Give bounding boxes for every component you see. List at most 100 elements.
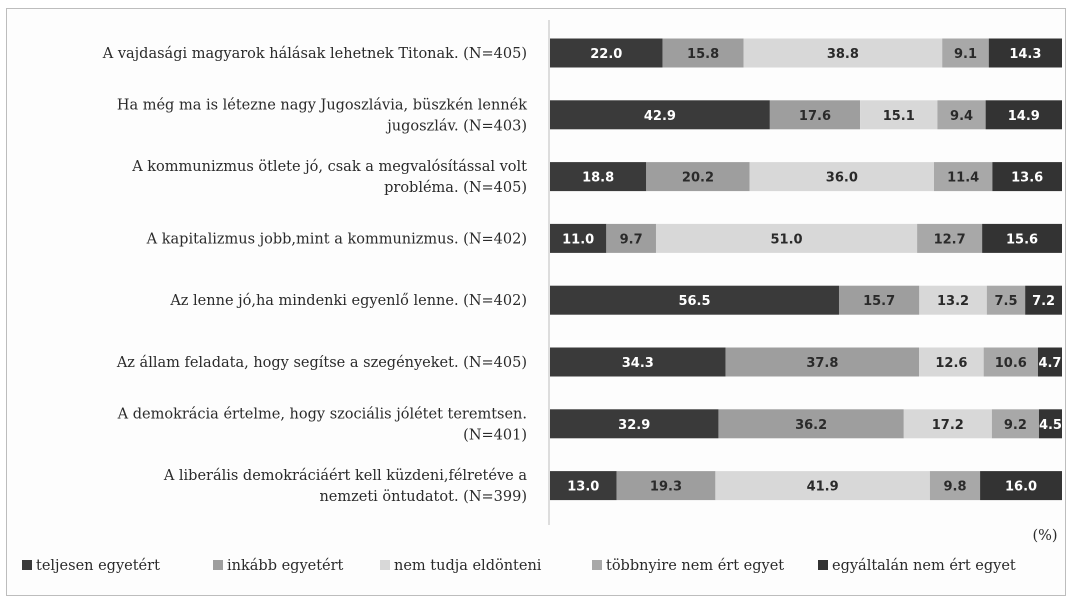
data-label: 13.6: [1011, 171, 1043, 186]
bar-segment: [919, 347, 984, 377]
data-label: 18.8: [582, 171, 614, 186]
category-label: jugoszláv. (N=403): [385, 118, 527, 134]
category-label: A kapitalizmus jobb,mint a kommunizmus. …: [146, 231, 527, 247]
data-label: 7.5: [994, 294, 1017, 309]
data-label: 20.2: [682, 171, 714, 186]
bar-segment: [606, 223, 656, 253]
data-label: 13.2: [937, 294, 969, 309]
legend-swatch: [213, 560, 223, 570]
data-label: 17.6: [799, 109, 831, 124]
category-label: probléma. (N=405): [384, 180, 527, 196]
data-label: 7.2: [1032, 294, 1055, 309]
data-label: 34.3: [622, 356, 654, 371]
bar-segment: [743, 38, 943, 68]
bar-segment: [1037, 347, 1062, 377]
data-label: 9.2: [1004, 418, 1027, 433]
bar-segment: [718, 409, 904, 439]
bar-segment: [991, 409, 1039, 439]
legend-swatch: [592, 560, 602, 570]
data-label: 15.8: [687, 47, 719, 62]
legend-swatch: [380, 560, 390, 570]
legend-swatch: [22, 560, 32, 570]
data-label: 36.2: [795, 418, 827, 433]
data-label: 19.3: [650, 480, 682, 495]
category-label: Az állam feladata, hogy segítse a szegén…: [116, 355, 527, 371]
data-label: 22.0: [590, 47, 622, 62]
data-label: 32.9: [618, 418, 650, 433]
legend-label: többnyire nem ért egyet: [606, 558, 784, 574]
data-label: 9.4: [950, 109, 973, 124]
data-label: 36.0: [826, 171, 858, 186]
bar-segment: [646, 162, 750, 192]
bar-segment: [550, 285, 839, 315]
bar-segment: [838, 285, 920, 315]
bar-segment: [715, 471, 930, 501]
bar-segment: [550, 409, 719, 439]
bar-segment: [550, 347, 726, 377]
data-label: 42.9: [644, 109, 676, 124]
data-label: 10.6: [995, 356, 1027, 371]
bar-segment: [655, 223, 918, 253]
bar-segment: [919, 285, 987, 315]
data-label: 11.4: [947, 171, 979, 186]
legend-label: egyáltalán nem ért egyet: [832, 558, 1016, 574]
category-label: A demokrácia értelme, hogy szociális jól…: [117, 406, 527, 422]
legend-swatch: [818, 560, 828, 570]
bar-segment: [860, 100, 938, 130]
bar-segment: [903, 409, 992, 439]
bar-segment: [616, 471, 716, 501]
bar-segment: [749, 162, 934, 192]
unit-label: (%): [1032, 528, 1057, 544]
data-label: 14.9: [1008, 109, 1040, 124]
bar-segment: [942, 38, 989, 68]
category-label: (N=401): [463, 427, 527, 443]
category-label: A vajdasági magyarok hálásak lehetnek Ti…: [102, 46, 527, 62]
legend-label: teljesen egyetért: [36, 558, 160, 574]
bar-segment: [986, 285, 1026, 315]
bar-segment: [934, 162, 993, 192]
bar-segment: [550, 162, 647, 192]
bar-segment: [769, 100, 861, 130]
category-label: A liberális demokráciáért kell küzdeni,f…: [163, 468, 528, 484]
legend-label: inkább egyetért: [227, 558, 344, 574]
bar-segment: [983, 347, 1038, 377]
category-label: Ha még ma is létezne nagy Jugoszlávia, b…: [117, 97, 527, 113]
data-label: 9.1: [954, 47, 977, 62]
bar-segment: [937, 100, 986, 130]
bar-segment: [550, 38, 663, 68]
legend-label: nem tudja eldönteni: [394, 558, 542, 574]
bar-segment: [1025, 285, 1062, 315]
bar-segment: [985, 100, 1062, 130]
data-label: 14.3: [1009, 47, 1041, 62]
bar-segment: [929, 471, 981, 501]
bar-segment: [982, 223, 1062, 253]
data-label: 56.5: [678, 294, 710, 309]
bar-segment: [917, 223, 983, 253]
bar-segment: [725, 347, 920, 377]
data-label: 12.7: [934, 232, 966, 247]
category-label: Az lenne jó,ha mindenki egyenlő lenne. (…: [169, 293, 527, 309]
data-label: 15.7: [863, 294, 895, 309]
data-label: 4.7: [1038, 356, 1061, 371]
data-label: 9.8: [943, 480, 966, 495]
data-label: 15.1: [883, 109, 915, 124]
data-label: 9.7: [620, 232, 643, 247]
data-label: 16.0: [1005, 480, 1037, 495]
data-label: 13.0: [567, 480, 599, 495]
bar-segment: [550, 100, 770, 130]
category-label: A kommunizmus ötlete jó, csak a megvalós…: [131, 159, 527, 175]
bar-segment: [980, 471, 1062, 501]
bar-segment: [550, 471, 617, 501]
data-label: 51.0: [771, 232, 803, 247]
data-label: 38.8: [827, 47, 859, 62]
category-label: nemzeti öntudatot. (N=399): [319, 489, 527, 505]
data-label: 12.6: [935, 356, 967, 371]
bar-segment: [992, 162, 1062, 192]
data-label: 17.2: [932, 418, 964, 433]
bar-segment: [662, 38, 744, 68]
data-label: 4.5: [1039, 418, 1062, 433]
data-label: 15.6: [1006, 232, 1038, 247]
data-label: 37.8: [806, 356, 838, 371]
bar-segment: [1038, 409, 1062, 439]
